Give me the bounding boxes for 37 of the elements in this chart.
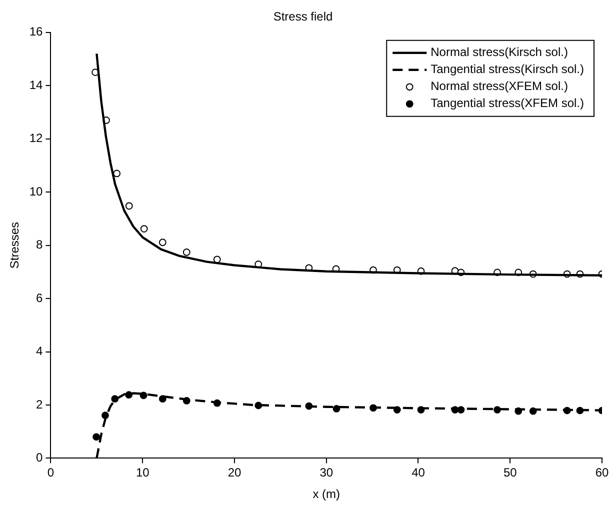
x-tick-label: 0 (47, 466, 54, 480)
chart-title: Stress field (273, 10, 333, 24)
point (332, 405, 340, 412)
point (213, 256, 221, 264)
x-tick-label: 40 (412, 466, 426, 480)
x-tick-label: 50 (503, 466, 518, 480)
legend-label: Normal stress(XFEM sol.) (430, 79, 568, 94)
y-tick-label: 6 (36, 290, 44, 305)
point (158, 238, 166, 246)
point (113, 170, 121, 178)
point (125, 391, 133, 399)
x-tick-label: 30 (320, 466, 334, 480)
y-tick-label: 0 (36, 450, 44, 465)
y-tick-label: 10 (29, 184, 44, 198)
y-tick-label: 4 (36, 344, 44, 358)
point (494, 406, 501, 414)
point (92, 433, 100, 441)
point (140, 225, 148, 232)
point (182, 248, 190, 256)
y-tick-label: 8 (36, 238, 44, 252)
legend-label: Tangential stress(Kirsch sol.) (430, 62, 584, 76)
legend-label: Tangential stress(XFEM sol.) (430, 96, 584, 110)
x-axis-title: x (m) (312, 487, 340, 502)
x-tick-label: 10 (136, 466, 150, 480)
y-tick-label: 12 (29, 131, 44, 146)
point (158, 395, 166, 403)
point (111, 395, 119, 403)
point (125, 202, 133, 210)
point (102, 412, 109, 420)
point (140, 392, 148, 400)
y-tick-label: 14 (29, 78, 44, 92)
y-axis-title: Stresses (8, 222, 22, 269)
x-tick-label: 60 (595, 466, 609, 480)
x-tick-label: 20 (228, 466, 242, 480)
legend-label: Normal stress(Kirsch sol.) (430, 45, 568, 60)
y-tick-label: 2 (36, 397, 44, 412)
y-tick-label: 16 (29, 24, 44, 39)
